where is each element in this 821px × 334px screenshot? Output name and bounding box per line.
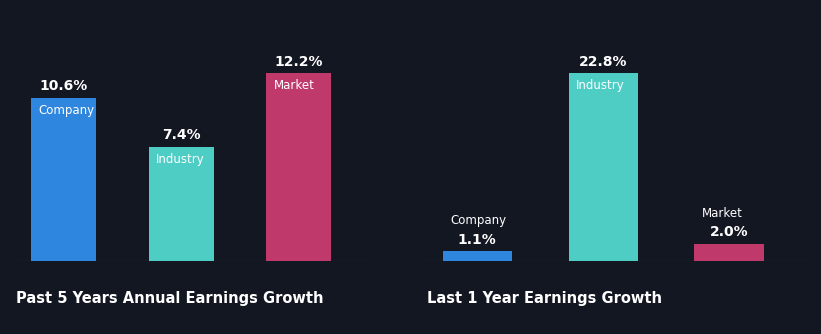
Text: 1.1%: 1.1% (458, 233, 497, 247)
Text: Company: Company (39, 104, 94, 117)
Text: Industry: Industry (156, 153, 204, 166)
Text: 22.8%: 22.8% (579, 55, 627, 69)
Text: Market: Market (702, 207, 743, 220)
Bar (267, 73, 331, 261)
Bar (695, 244, 764, 261)
Text: Market: Market (273, 79, 314, 92)
Text: 12.2%: 12.2% (274, 55, 323, 69)
Text: Company: Company (450, 214, 507, 227)
Text: 7.4%: 7.4% (162, 128, 200, 142)
Text: Last 1 Year Earnings Growth: Last 1 Year Earnings Growth (427, 291, 662, 306)
Text: 2.0%: 2.0% (709, 225, 749, 239)
Bar (443, 252, 512, 261)
Text: Past 5 Years Annual Earnings Growth: Past 5 Years Annual Earnings Growth (16, 291, 324, 306)
Bar (31, 98, 96, 261)
Text: 10.6%: 10.6% (39, 79, 88, 93)
Bar (149, 147, 213, 261)
Bar (568, 73, 638, 261)
Text: Industry: Industry (576, 79, 625, 92)
